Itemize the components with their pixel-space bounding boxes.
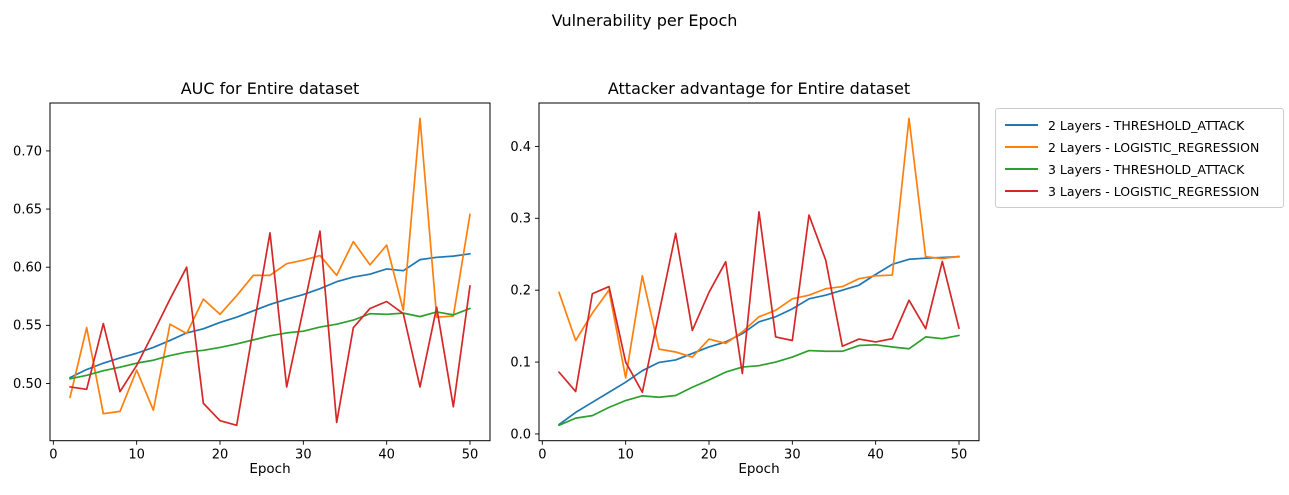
auc-series-2-layers-threshold-attack xyxy=(69,252,471,379)
advantage-ytick-label: 0.2 xyxy=(510,284,531,299)
advantage-series-2-layers-threshold-attack xyxy=(558,255,960,426)
auc-x-axis-label: Epoch xyxy=(249,461,291,477)
legend-label: 2 Layers - THRESHOLD_ATTACK xyxy=(1048,117,1245,133)
legend-item: 3 Layers - LOGISTIC_REGRESSION xyxy=(1005,180,1277,202)
advantage-ytick-label: 0.1 xyxy=(510,355,531,370)
advantage-chart-title: Attacker advantage for Entire dataset xyxy=(607,79,911,98)
auc-xtick-label: 40 xyxy=(378,448,395,463)
auc-chart: 0.50 0.55 0.60 0.65 0.70 0 10 20 30 40 50 xyxy=(13,102,491,463)
advantage-series-3-layers-threshold-attack xyxy=(558,334,960,427)
figure-title: Vulnerability per Epoch xyxy=(551,11,738,30)
legend-swatch-3layers-threshold xyxy=(1005,167,1038,171)
auc-xtick-label: 30 xyxy=(295,448,312,463)
advantage-xtick-label: 50 xyxy=(951,448,968,463)
legend-swatch-3layers-logistic xyxy=(1005,189,1038,193)
advantage-series-3-layers-logistic-regression xyxy=(558,210,960,394)
auc-xtick-label: 10 xyxy=(128,448,145,463)
advantage-ytick-label: 0.3 xyxy=(510,212,531,227)
advantage-axes-frame xyxy=(538,102,980,442)
advantage-axes-ticks: 0.0 0.1 0.2 0.3 0.4 0 10 20 30 40 50 xyxy=(510,140,967,463)
auc-ytick-label: 0.55 xyxy=(13,319,42,334)
legend-item: 3 Layers - THRESHOLD_ATTACK xyxy=(1005,158,1277,180)
advantage-xtick-label: 40 xyxy=(867,448,884,463)
advantage-series-2-layers-logistic-regression xyxy=(558,117,960,379)
advantage-x-axis-label: Epoch xyxy=(738,461,780,477)
legend-label: 3 Layers - THRESHOLD_ATTACK xyxy=(1048,161,1245,177)
advantage-chart: 0.0 0.1 0.2 0.3 0.4 0 10 20 30 40 50 xyxy=(510,102,980,463)
auc-axes-ticks: 0.50 0.55 0.60 0.65 0.70 0 10 20 30 40 50 xyxy=(13,144,478,462)
advantage-xtick-label: 20 xyxy=(701,448,718,463)
auc-ytick-label: 0.60 xyxy=(13,261,42,276)
auc-axes-frame xyxy=(49,102,491,442)
legend-swatch-2layers-logistic xyxy=(1005,145,1038,149)
auc-ytick-label: 0.65 xyxy=(13,202,42,217)
auc-xtick-label: 0 xyxy=(49,448,57,463)
auc-series-2-layers-logistic-regression xyxy=(69,117,471,415)
advantage-xtick-label: 0 xyxy=(538,448,546,463)
auc-ytick-label: 0.50 xyxy=(13,377,42,392)
auc-xtick-label: 50 xyxy=(462,448,479,463)
advantage-ytick-label: 0.4 xyxy=(510,140,531,155)
advantage-ytick-label: 0.0 xyxy=(510,427,531,442)
legend-item: 2 Layers - LOGISTIC_REGRESSION xyxy=(1005,136,1277,158)
auc-ytick-label: 0.70 xyxy=(13,144,42,159)
legend-item: 2 Layers - THRESHOLD_ATTACK xyxy=(1005,114,1277,136)
legend: 2 Layers - THRESHOLD_ATTACK 2 Layers - L… xyxy=(995,108,1284,208)
auc-xtick-label: 20 xyxy=(212,448,229,463)
auc-series-3-layers-logistic-regression xyxy=(69,230,471,427)
advantage-xtick-label: 10 xyxy=(617,448,634,463)
advantage-xtick-label: 30 xyxy=(784,448,801,463)
auc-chart-title: AUC for Entire dataset xyxy=(180,79,360,98)
legend-label: 2 Layers - LOGISTIC_REGRESSION xyxy=(1048,139,1260,155)
legend-label: 3 Layers - LOGISTIC_REGRESSION xyxy=(1048,183,1260,199)
legend-swatch-2layers-threshold xyxy=(1005,123,1038,127)
